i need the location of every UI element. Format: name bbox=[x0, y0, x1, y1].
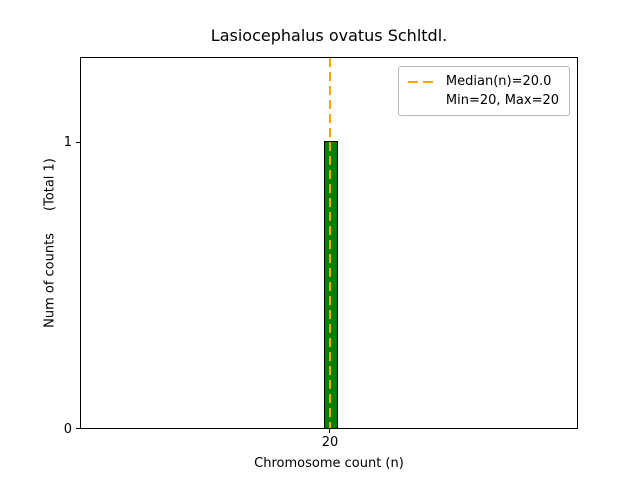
median-line bbox=[329, 58, 331, 428]
y-tick-mark-1 bbox=[76, 142, 80, 143]
legend-entry-median: Median(n)=20.0 bbox=[407, 74, 559, 89]
chart-title: Lasiocephalus ovatus Schltdl. bbox=[210, 26, 448, 45]
legend-label-minmax: Min=20, Max=20 bbox=[445, 93, 559, 108]
y-axis-total-text: (Total 1) bbox=[42, 158, 58, 212]
x-tick-label-20: 20 bbox=[321, 435, 339, 450]
y-tick-label-0: 0 bbox=[63, 422, 72, 437]
y-tick-label-1: 1 bbox=[63, 135, 72, 150]
legend-entry-minmax: Min=20, Max=20 bbox=[408, 93, 559, 108]
x-tick-mark-20 bbox=[329, 429, 330, 433]
histogram-bar bbox=[324, 141, 338, 428]
legend-label-median: Median(n)=20.0 bbox=[445, 74, 552, 89]
plot-area: Median(n)=20.0 Min=20, Max=20 bbox=[80, 57, 578, 429]
y-axis-label-text: Num of counts bbox=[42, 233, 58, 328]
x-axis-label: Chromosome count (n) bbox=[254, 456, 404, 471]
y-tick-mark-0 bbox=[76, 428, 80, 429]
empty-sample-spacer bbox=[408, 100, 438, 102]
median-line-sample-icon bbox=[407, 80, 438, 83]
legend: Median(n)=20.0 Min=20, Max=20 bbox=[397, 66, 570, 116]
y-axis-label: Num of counts (Total 1) bbox=[43, 158, 58, 328]
